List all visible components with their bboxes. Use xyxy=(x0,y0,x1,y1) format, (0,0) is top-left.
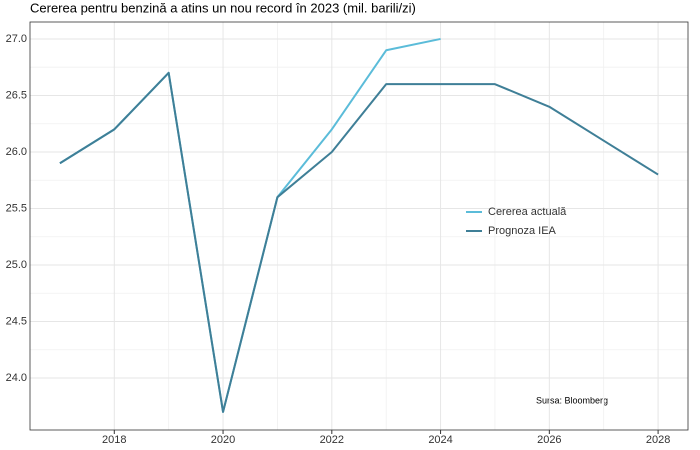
legend-label: Prognoza IEA xyxy=(488,225,557,237)
x-tick-label: 2028 xyxy=(646,434,670,446)
plot-border xyxy=(29,21,689,431)
chart-title: Cererea pentru benzină a atins un nou re… xyxy=(30,0,416,15)
y-tick-label: 25.5 xyxy=(6,202,27,214)
x-tick-label: 2026 xyxy=(537,434,561,446)
y-tick-label: 25.0 xyxy=(6,259,27,271)
series-line xyxy=(59,71,659,413)
x-tick-label: 2022 xyxy=(320,434,344,446)
x-tick-label: 2020 xyxy=(211,434,235,446)
y-tick-label: 27.0 xyxy=(6,33,27,45)
x-tick-label: 2024 xyxy=(428,434,452,446)
y-tick-label: 26.5 xyxy=(6,89,27,101)
annotation: Sursa: Bloomberg xyxy=(536,395,608,405)
x-tick-label: 2018 xyxy=(102,434,126,446)
series-line xyxy=(59,37,441,413)
y-tick-label: 24.5 xyxy=(6,315,27,327)
y-tick-label: 26.0 xyxy=(6,146,27,158)
legend-label: Cererea actuală xyxy=(488,206,567,218)
y-tick-label: 24.0 xyxy=(6,372,27,384)
